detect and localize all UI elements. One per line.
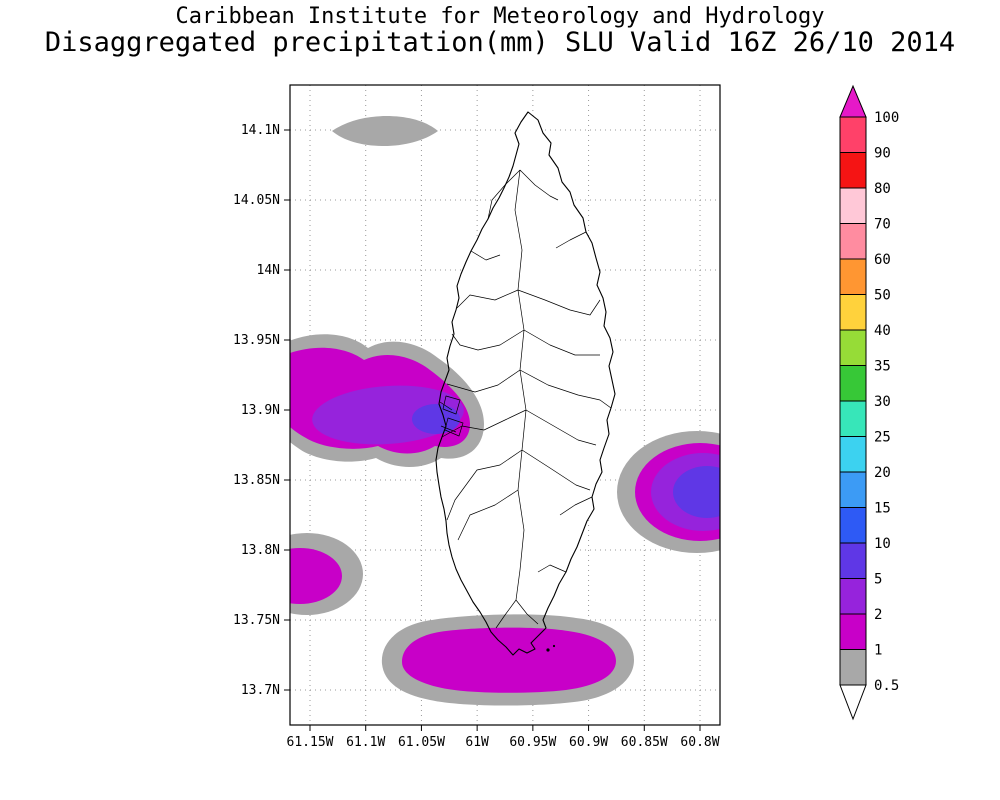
colorbar-label: 70 bbox=[874, 217, 891, 233]
colorbar-segment bbox=[839, 187, 867, 224]
colorbar-segment bbox=[839, 223, 867, 260]
colorbar-label: 0.5 bbox=[874, 678, 899, 694]
colorbar-segment bbox=[839, 116, 867, 153]
colorbar-segment bbox=[839, 258, 867, 295]
precip-shaded-regions bbox=[290, 116, 720, 706]
colorbar-label: 10 bbox=[874, 536, 891, 552]
colorbar-segment bbox=[839, 152, 867, 189]
lat-tick-label: 14N bbox=[257, 263, 280, 278]
lon-tick-label: 61W bbox=[465, 735, 489, 750]
colorbar-label: 2 bbox=[874, 607, 882, 623]
precip-region-west-magenta bbox=[290, 548, 342, 604]
colorbar-segment bbox=[839, 578, 867, 615]
colorbar-segment bbox=[839, 507, 867, 544]
lon-tick-label: 60.85W bbox=[621, 735, 668, 750]
colorbar-label: 90 bbox=[874, 146, 891, 162]
lat-tick-label: 13.85N bbox=[233, 473, 280, 488]
colorbar-segment bbox=[839, 542, 867, 579]
colorbar-segment bbox=[839, 365, 867, 402]
colorbar-label: 50 bbox=[874, 288, 891, 304]
axis-labels: 61.15W 61.1W 61.05W 61W 60.95W 60.9W 60.85W 60.… bbox=[233, 123, 720, 750]
lat-tick-label: 13.7N bbox=[241, 683, 280, 698]
offshore-islet bbox=[552, 644, 556, 648]
lon-tick-label: 60.95W bbox=[509, 735, 556, 750]
lon-tick-label: 61.05W bbox=[398, 735, 445, 750]
offshore-islet bbox=[546, 648, 550, 652]
colorbar-segment bbox=[839, 329, 867, 366]
island-landmask bbox=[436, 112, 615, 655]
colorbar-label: 35 bbox=[874, 359, 891, 375]
colorbar-label: 30 bbox=[874, 394, 891, 410]
lon-tick-label: 60.8W bbox=[680, 735, 719, 750]
lat-tick-label: 13.8N bbox=[241, 543, 280, 558]
colorbar-segment bbox=[839, 613, 867, 650]
precip-region-south-magenta bbox=[402, 627, 616, 693]
colorbar-segment bbox=[839, 436, 867, 473]
lon-tick-label: 61.1W bbox=[346, 735, 385, 750]
lat-tick-label: 14.05N bbox=[233, 193, 280, 208]
colorbar-bottom-arrow bbox=[839, 684, 867, 721]
lon-tick-label: 61.15W bbox=[287, 735, 334, 750]
lat-tick-label: 13.9N bbox=[241, 403, 280, 418]
precip-region-north-band-gray bbox=[332, 116, 438, 146]
lat-tick-label: 13.95N bbox=[233, 333, 280, 348]
colorbar-label: 100 bbox=[874, 110, 899, 126]
colorbar-segment bbox=[839, 649, 867, 686]
colorbar-label: 15 bbox=[874, 501, 891, 517]
colorbar-label: 40 bbox=[874, 323, 891, 339]
colorbar-legend: 100 90 80 70 60 50 40 35 30 25 20 15 10 5 2 1 0.5 bbox=[839, 84, 899, 721]
lon-tick-label: 60.9W bbox=[569, 735, 608, 750]
colorbar-label: 25 bbox=[874, 430, 891, 446]
colorbar-segment bbox=[839, 471, 867, 508]
lat-tick-label: 13.75N bbox=[233, 613, 280, 628]
precip-region-east-blueviolet bbox=[673, 466, 720, 518]
colorbar-label: 60 bbox=[874, 252, 891, 268]
saint-lucia-watershed-lines bbox=[439, 169, 612, 629]
colorbar-segment bbox=[839, 294, 867, 331]
colorbar-label: 20 bbox=[874, 465, 891, 481]
colorbar-segment bbox=[839, 400, 867, 437]
plot-frame bbox=[289, 84, 721, 726]
precip-region-northwest-blueviolet bbox=[412, 404, 460, 434]
chart-main-title: Disaggregated precipitation(mm) SLU Vali… bbox=[44, 27, 956, 58]
colorbar-label: 5 bbox=[874, 572, 882, 588]
chart-institution-title: Caribbean Institute for Meteorology and … bbox=[175, 4, 825, 29]
island-outline-group bbox=[435, 111, 616, 656]
colorbar-label: 1 bbox=[874, 643, 882, 659]
axis-ticks bbox=[284, 129, 701, 731]
colorbar-label: 80 bbox=[874, 181, 891, 197]
lat-tick-label: 14.1N bbox=[241, 123, 280, 138]
colorbar-top-arrow bbox=[839, 84, 867, 118]
saint-lucia-coastline bbox=[435, 111, 616, 656]
